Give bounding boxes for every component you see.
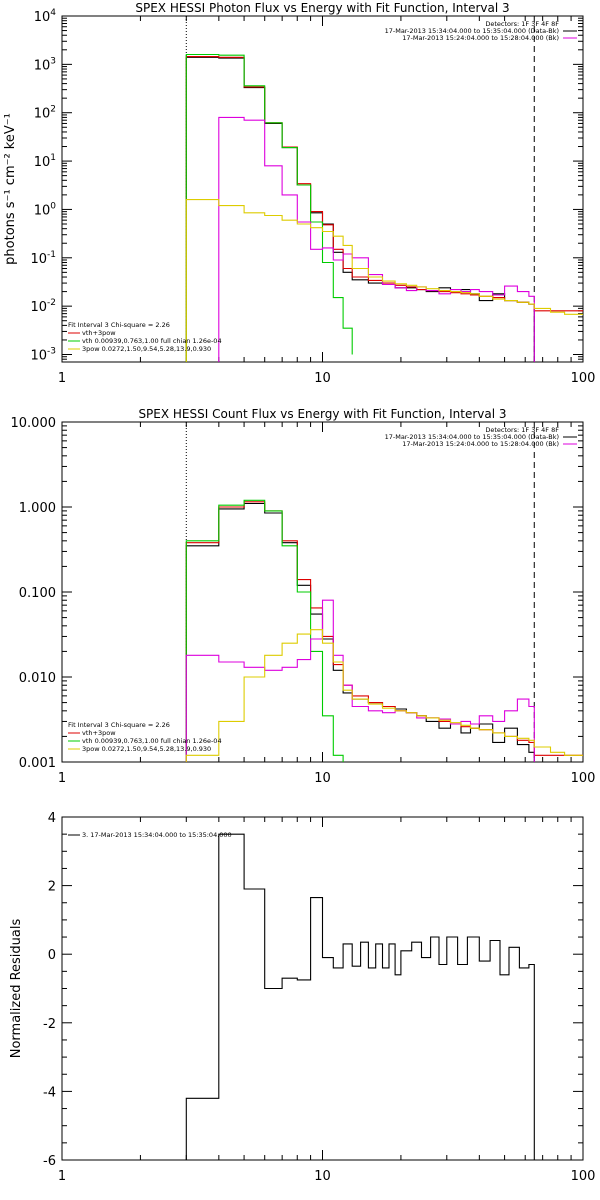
y-tick-label: 10-2 xyxy=(30,298,56,315)
plot-frame xyxy=(61,816,584,1161)
y-tick-exp: 0 xyxy=(50,201,56,211)
y-tick-label: 0.010 xyxy=(19,671,56,686)
x-tick-label: 1 xyxy=(58,371,66,386)
plot-frame xyxy=(61,15,584,363)
series-3-step-line xyxy=(185,499,344,762)
y-tick-base: 10 xyxy=(34,58,51,73)
legend-entry: vth+3pow xyxy=(82,329,116,337)
series-1-step-line xyxy=(185,56,535,362)
y-tick-base: 10 xyxy=(34,107,51,122)
y-tick-base: 10 xyxy=(30,349,47,364)
chart-title: SPEX HESSI Count Flux vs Energy with Fit… xyxy=(138,407,506,421)
chart-1: SPEX HESSI Photon Flux vs Energy with Fi… xyxy=(3,1,595,386)
header-text: Detectors: 1F 3F 4F 8F xyxy=(485,426,559,434)
y-tick-label: 104 xyxy=(34,8,57,25)
y-tick-label: 0.100 xyxy=(19,586,56,601)
y-tick-label: 10-3 xyxy=(30,347,56,364)
y-tick-label: -2 xyxy=(43,1017,56,1032)
y-tick-label: 0 xyxy=(48,948,56,963)
legend-entry: Fit Interval 3 Chi-square = 2.26 xyxy=(68,721,170,729)
chart-title: SPEX HESSI Photon Flux vs Energy with Fi… xyxy=(135,1,509,15)
y-tick-base: 10 xyxy=(30,300,47,315)
y-tick-label: 1.000 xyxy=(19,501,56,516)
x-tick-label: 10 xyxy=(314,371,331,386)
y-tick-label: -6 xyxy=(43,1154,56,1169)
x-tick-label: 1 xyxy=(58,771,66,786)
series-4-step-line xyxy=(185,599,535,762)
chart-3: Normalized Residuals 1 10 100 -6 -4 -2 0 2 4 3. 17… xyxy=(9,811,595,1184)
y-tick-label: 100 xyxy=(34,201,57,218)
legend-entry: Fit Interval 3 Chi-square = 2.26 xyxy=(68,321,170,329)
x-tick-label: 1 xyxy=(58,1169,66,1184)
y-tick-label: 102 xyxy=(34,105,56,122)
y-tick-label: 4 xyxy=(48,811,56,826)
series-2-step-line xyxy=(185,501,583,762)
y-axis-label: photons s⁻¹ cm⁻² keV⁻¹ xyxy=(3,113,18,265)
y-tick-label: 0.001 xyxy=(19,756,56,771)
y-tick-base: 10 xyxy=(34,203,51,218)
y-tick-exp: -3 xyxy=(47,347,56,357)
series-2-step-line xyxy=(185,56,583,362)
header-text: 17-Mar-2013 15:34:04.000 to 15:35:04.000… xyxy=(385,27,559,35)
x-tick-label: 100 xyxy=(571,371,596,386)
header-text: Detectors: 1F 3F 4F 8F xyxy=(485,20,559,28)
y-tick-exp: 1 xyxy=(50,153,56,163)
legend-entry: vth 0.00939,0.763,1.00 full chian 1.26e-… xyxy=(82,737,222,745)
legend-entry: 3pow 0.0272,1.50,9.54,5.28,13.9,0.930 xyxy=(82,345,211,353)
y-tick-base: 10 xyxy=(34,10,51,25)
y-tick-exp: 3 xyxy=(50,56,56,66)
y-tick-exp: -2 xyxy=(47,298,56,308)
series-1-step-line xyxy=(185,502,535,762)
header-text: 17-Mar-2013 15:34:04.000 to 15:35:04.000… xyxy=(385,433,559,441)
legend-entry: vth+3pow xyxy=(82,729,116,737)
y-tick-label: -4 xyxy=(43,1085,56,1100)
series-4-step-line xyxy=(218,116,535,362)
header-text: 17-Mar-2013 15:24:04.000 to 15:28:04.000… xyxy=(402,440,559,448)
x-tick-label: 100 xyxy=(571,771,596,786)
y-tick-exp: 2 xyxy=(50,105,56,115)
legend-entry: vth 0.00939,0.763,1.00 full chian 1.26e-… xyxy=(82,337,222,345)
y-tick-base: 10 xyxy=(34,155,51,170)
y-tick-base: 10 xyxy=(30,252,47,267)
series-5-step-line xyxy=(185,629,583,762)
series-5-step-line xyxy=(185,199,583,362)
chart-2: SPEX HESSI Count Flux vs Energy with Fit… xyxy=(11,407,596,786)
series-3-step-line xyxy=(185,53,353,362)
y-tick-label: 10.000 xyxy=(11,416,57,431)
x-tick-label: 10 xyxy=(314,771,331,786)
legend-entry: 3. 17-Mar-2013 15:34:04.000 to 15:35:04.… xyxy=(82,831,232,839)
y-axis-label: Normalized Residuals xyxy=(9,919,24,1059)
series-1-step-line xyxy=(185,833,535,1160)
y-tick-label: 10-1 xyxy=(30,250,56,267)
y-tick-exp: 4 xyxy=(50,8,56,18)
x-tick-label: 100 xyxy=(571,1169,596,1184)
y-tick-label: 101 xyxy=(34,153,56,170)
y-tick-exp: -1 xyxy=(47,250,56,260)
y-tick-label: 103 xyxy=(34,56,56,73)
header-text: 17-Mar-2013 15:24:04.000 to 15:28:04.000… xyxy=(402,34,559,42)
y-tick-label: 2 xyxy=(48,880,56,895)
legend-entry: 3pow 0.0272,1.50,9.54,5.28,13.9,0.930 xyxy=(82,745,211,753)
x-tick-label: 10 xyxy=(314,1169,331,1184)
